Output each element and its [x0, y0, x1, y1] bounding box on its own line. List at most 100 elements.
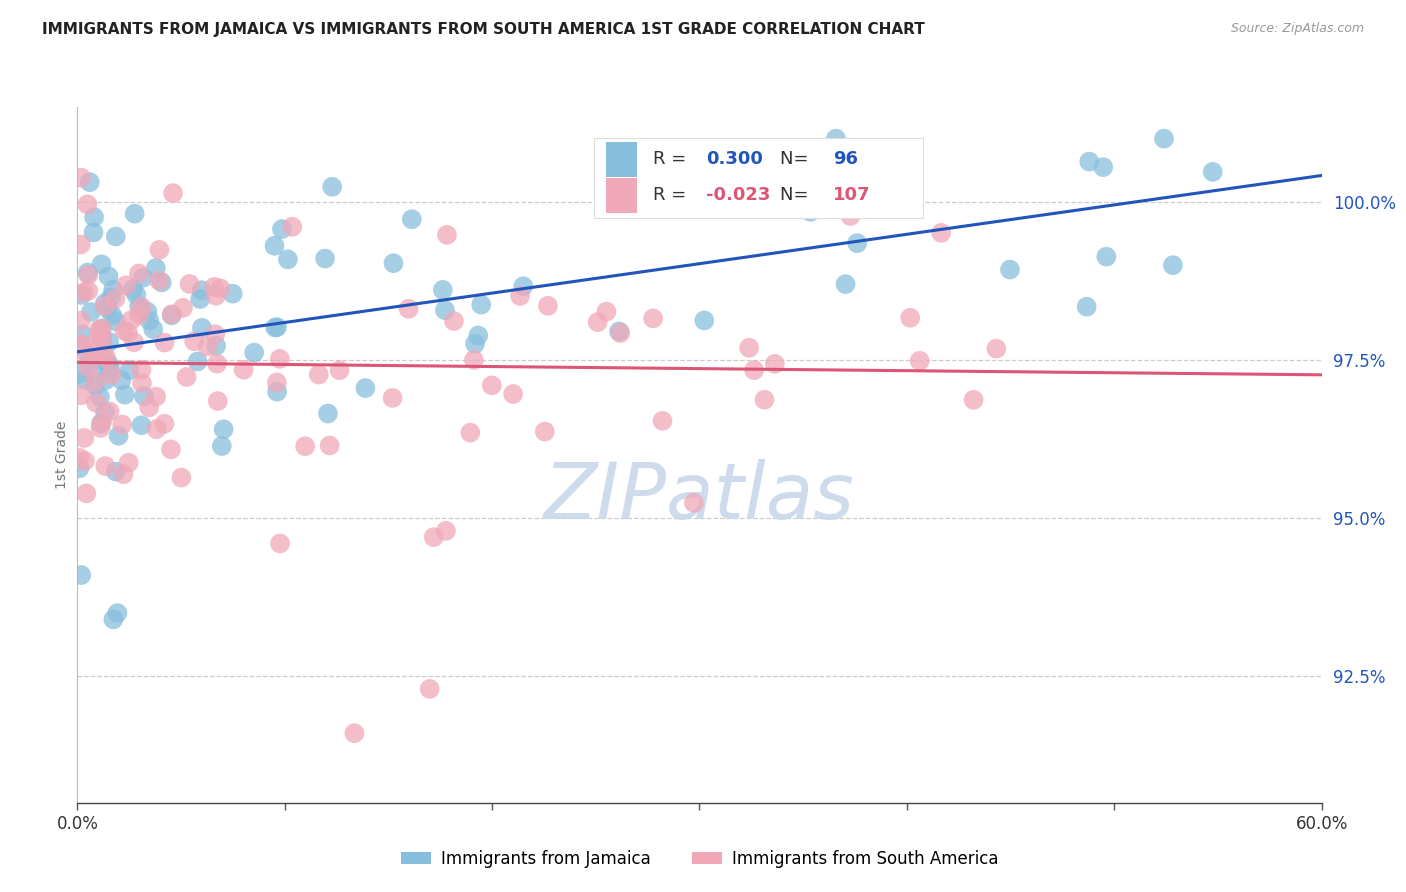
Point [271, 222, 294, 236]
Point [160, 309, 183, 323]
Point [91, 346, 114, 360]
Point [94, 459, 117, 474]
Point [77, 352, 100, 367]
Point [205, 289, 228, 303]
Point [122, 282, 145, 296]
Point [118, 363, 141, 377]
Point [839, 209, 862, 223]
Point [132, 270, 155, 285]
Point [114, 387, 136, 401]
Point [107, 429, 129, 443]
Point [142, 322, 165, 336]
Point [266, 384, 288, 399]
Point [145, 422, 167, 436]
Point [69, 237, 91, 252]
Point [101, 309, 124, 323]
Point [188, 292, 211, 306]
Point [73, 373, 96, 387]
Bar [606, 178, 637, 213]
Point [502, 387, 524, 401]
Point [205, 339, 228, 353]
Point [401, 212, 423, 227]
Point [436, 227, 458, 242]
Text: R =: R = [654, 150, 692, 169]
Bar [606, 142, 637, 177]
Point [263, 239, 285, 253]
Point [83, 376, 105, 390]
Point [266, 376, 288, 390]
Point [98, 404, 121, 418]
Point [104, 229, 127, 244]
Y-axis label: 1st Grade: 1st Grade [55, 421, 69, 489]
Point [738, 341, 761, 355]
Point [422, 530, 444, 544]
Text: 96: 96 [832, 150, 858, 169]
Point [586, 315, 609, 329]
Point [382, 256, 405, 270]
Point [509, 289, 531, 303]
Point [90, 257, 112, 271]
Legend: Immigrants from Jamaica, Immigrants from South America: Immigrants from Jamaica, Immigrants from… [394, 843, 1005, 874]
Point [69, 313, 91, 327]
Point [98, 334, 121, 349]
Point [89, 390, 111, 404]
Point [117, 326, 139, 340]
Point [128, 300, 150, 314]
Point [211, 439, 233, 453]
Point [90, 321, 112, 335]
Point [148, 243, 170, 257]
Text: N=: N= [780, 150, 814, 169]
Point [343, 726, 366, 740]
Point [898, 310, 921, 325]
Point [94, 405, 117, 419]
Point [84, 395, 107, 409]
Point [470, 298, 492, 312]
Point [75, 486, 97, 500]
Text: 0.300: 0.300 [706, 150, 762, 169]
Point [962, 392, 984, 407]
Point [89, 329, 111, 343]
Point [1161, 258, 1184, 272]
Point [145, 261, 167, 276]
Point [846, 236, 869, 251]
Point [112, 324, 135, 338]
Point [183, 334, 205, 349]
Point [202, 280, 225, 294]
Point [97, 269, 120, 284]
Point [534, 425, 557, 439]
FancyBboxPatch shape [593, 138, 924, 219]
Point [132, 389, 155, 403]
Point [153, 417, 176, 431]
Point [176, 370, 198, 384]
Point [162, 186, 184, 201]
Point [76, 197, 98, 211]
Point [607, 324, 630, 338]
Point [86, 361, 108, 376]
Point [103, 612, 125, 626]
Point [94, 299, 117, 313]
Point [160, 442, 183, 457]
Point [91, 331, 114, 345]
Point [314, 252, 336, 266]
Point [84, 378, 107, 392]
Point [882, 145, 904, 159]
Point [481, 378, 503, 392]
Text: R =: R = [654, 186, 692, 204]
Point [145, 390, 167, 404]
Point [467, 328, 489, 343]
Point [908, 354, 931, 368]
Point [433, 303, 456, 318]
Point [136, 304, 159, 318]
Point [104, 292, 127, 306]
Point [70, 568, 93, 582]
Point [70, 339, 93, 353]
Point [80, 305, 103, 319]
Point [153, 335, 176, 350]
Point [138, 313, 160, 327]
Point [825, 131, 848, 145]
Point [754, 392, 776, 407]
Point [281, 219, 304, 234]
Point [125, 287, 148, 301]
Point [94, 373, 117, 387]
Point [432, 283, 454, 297]
